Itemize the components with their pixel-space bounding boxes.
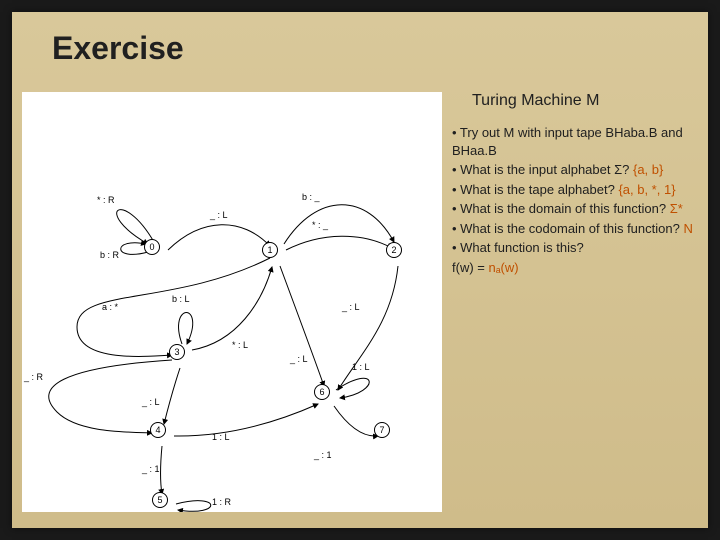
edge-label-7: * : L (232, 340, 248, 350)
state-node-4: 4 (150, 422, 166, 438)
edge-label-3: b : _ (302, 192, 320, 202)
bullet-3: • What is the tape alphabet? {a, b, *, 1… (452, 181, 700, 199)
edge-label-6: b : L (172, 294, 190, 304)
turing-machine-diagram: 0 1 2 3 4 5 6 7 * : R b : R _ : L b : _ * : _a : * b… (22, 92, 442, 512)
edge-label-2: _ : L (210, 210, 228, 220)
state-node-7: 7 (374, 422, 390, 438)
diagram-edges (22, 92, 442, 512)
diagram-subtitle: Turing Machine M (472, 92, 599, 110)
edge-label-9: _ : L (290, 354, 308, 364)
state-node-2: 2 (386, 242, 402, 258)
slide-title: Exercise (52, 30, 184, 67)
edge-label-13: 1 : L (212, 432, 230, 442)
edge-label-5: a : * (102, 302, 118, 312)
bullet-6a: • What function is this? (452, 239, 700, 257)
slide: Exercise (12, 12, 708, 528)
edge-label-10: 1 : L (352, 362, 370, 372)
state-node-1: 1 (262, 242, 278, 258)
edge-label-8: _ : L (342, 302, 360, 312)
bullet-list: • Try out M with input tape BHaba.B and … (452, 124, 700, 278)
bullet-2: • What is the input alphabet Σ? {a, b} (452, 161, 700, 179)
bullet-5: • What is the codomain of this function?… (452, 220, 700, 238)
edge-label-15: _ : 1 (142, 464, 160, 474)
bullet-6b: f(w) = nₐ(w) (452, 259, 700, 277)
edge-label-16: 1 : R (212, 497, 231, 507)
state-node-6: 6 (314, 384, 330, 400)
edge-label-1: b : R (100, 250, 119, 260)
edge-label-12: _ : L (142, 397, 160, 407)
edge-label-0: * : R (97, 195, 115, 205)
state-node-0: 0 (144, 239, 160, 255)
edge-label-4: * : _ (312, 220, 328, 230)
state-node-5: 5 (152, 492, 168, 508)
state-node-3: 3 (169, 344, 185, 360)
edge-label-14: _ : 1 (314, 450, 332, 460)
bullet-4: • What is the domain of this function? Σ… (452, 200, 700, 218)
bullet-1: • Try out M with input tape BHaba.B and … (452, 124, 700, 159)
edge-label-11: _ : R (24, 372, 43, 382)
